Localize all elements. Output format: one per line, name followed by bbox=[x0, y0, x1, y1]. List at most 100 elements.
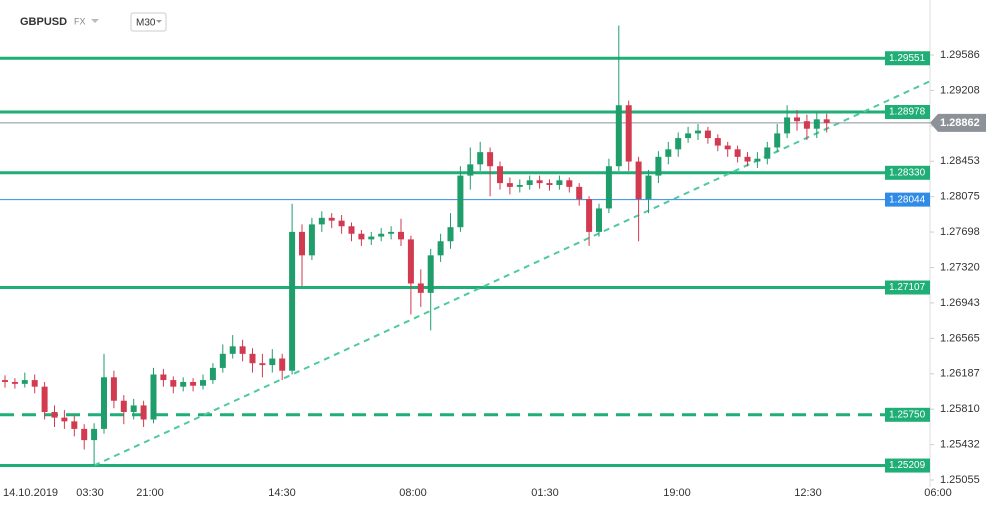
candle-body bbox=[665, 149, 672, 157]
symbol[interactable]: GBPUSD bbox=[20, 16, 67, 28]
candle-body bbox=[209, 367, 216, 381]
candle-body bbox=[378, 233, 385, 237]
y-tick-label: 1.25810 bbox=[940, 403, 980, 415]
candle-body bbox=[21, 380, 28, 384]
candle-body bbox=[655, 156, 662, 176]
candle-body bbox=[279, 358, 286, 371]
candle-body bbox=[526, 180, 533, 185]
level-label: 1.28044 bbox=[889, 194, 926, 205]
interval[interactable]: M30 bbox=[136, 18, 156, 29]
candle-body bbox=[586, 199, 593, 232]
level-label: 1.25209 bbox=[889, 460, 926, 471]
candle-body bbox=[259, 363, 266, 366]
candle-body bbox=[140, 405, 147, 420]
candle-body bbox=[437, 241, 444, 256]
level-label: 1.25750 bbox=[889, 409, 926, 420]
candle-body bbox=[407, 239, 414, 284]
x-tick-label: 01:30 bbox=[531, 487, 559, 499]
candle-body bbox=[576, 186, 583, 200]
candle-body bbox=[803, 121, 810, 129]
candle-body bbox=[596, 208, 602, 232]
candle-body bbox=[398, 231, 404, 240]
candle-body bbox=[823, 119, 830, 123]
level-label: 1.27107 bbox=[889, 282, 926, 293]
x-tick-label: 21:00 bbox=[136, 487, 164, 499]
candle-body bbox=[11, 381, 18, 384]
candle-body bbox=[645, 175, 652, 200]
x-tick-label: 08:00 bbox=[399, 487, 427, 499]
candle-body bbox=[41, 386, 48, 412]
y-tick-label: 1.26943 bbox=[940, 297, 980, 309]
y-tick-label: 1.28453 bbox=[940, 155, 980, 167]
interval-box[interactable] bbox=[130, 12, 167, 32]
level-tag bbox=[885, 51, 930, 66]
candle-body bbox=[784, 117, 791, 134]
y-tick-label: 1.26565 bbox=[940, 332, 980, 344]
candle-body bbox=[566, 180, 573, 187]
candle-body bbox=[229, 346, 236, 354]
candle-body bbox=[120, 400, 127, 412]
candle-body bbox=[704, 130, 711, 139]
level-tag bbox=[885, 407, 930, 422]
candle-body bbox=[289, 231, 296, 371]
candle-body bbox=[2, 380, 8, 382]
candle-body bbox=[239, 346, 246, 354]
y-tick-label: 1.25055 bbox=[940, 474, 980, 486]
candle-body bbox=[299, 231, 305, 256]
candle-body bbox=[101, 377, 107, 429]
candle-body bbox=[605, 166, 612, 209]
candle-body bbox=[368, 236, 375, 240]
candle-body bbox=[497, 166, 503, 184]
candle-body bbox=[467, 164, 474, 176]
candle-body bbox=[754, 158, 761, 162]
market-dropdown[interactable] bbox=[91, 19, 99, 23]
x-tick-label: 03:30 bbox=[76, 487, 104, 499]
candle-body bbox=[774, 133, 781, 148]
y-tick-label: 1.29586 bbox=[940, 49, 980, 61]
candle-body bbox=[546, 183, 553, 185]
candle-body bbox=[130, 405, 137, 412]
y-tick-label: 1.26187 bbox=[940, 368, 980, 380]
interval-dropdown[interactable] bbox=[156, 20, 162, 23]
y-tick-label: 1.29208 bbox=[940, 84, 980, 96]
candle-body bbox=[417, 283, 424, 293]
candle-body bbox=[338, 220, 345, 227]
level-label: 1.28978 bbox=[889, 107, 926, 118]
candle-body bbox=[91, 428, 98, 441]
candle-body bbox=[31, 380, 38, 387]
y-tick-label: 1.28075 bbox=[940, 191, 980, 203]
candle-body bbox=[61, 417, 68, 422]
y-tick-label: 1.25432 bbox=[940, 439, 980, 451]
candle-body bbox=[714, 138, 721, 146]
candle-body bbox=[695, 130, 701, 134]
last-price-tag bbox=[930, 113, 986, 132]
candle-body bbox=[685, 133, 692, 139]
level-tag bbox=[885, 458, 930, 473]
candle-body bbox=[328, 217, 335, 221]
last-price-label: 1.28862 bbox=[940, 117, 980, 129]
candle-body bbox=[506, 183, 513, 187]
x-tick-label: 12:30 bbox=[794, 487, 822, 499]
candle-body bbox=[813, 119, 820, 129]
candle-body bbox=[348, 226, 355, 234]
level-tag bbox=[885, 105, 930, 120]
x-tick-label: 14:30 bbox=[268, 487, 296, 499]
candle-body bbox=[615, 105, 622, 167]
candle-body bbox=[516, 184, 523, 187]
candle-body bbox=[219, 353, 226, 368]
candle-body bbox=[457, 175, 464, 228]
candle-body bbox=[724, 145, 731, 150]
x-tick-label: 14.10.2019 bbox=[3, 487, 58, 499]
candle-body bbox=[71, 421, 78, 429]
candle-body bbox=[625, 105, 632, 162]
candle-body bbox=[170, 380, 177, 387]
candle-body bbox=[160, 374, 167, 381]
y-tick-label: 1.27320 bbox=[940, 261, 980, 273]
candle-body bbox=[744, 156, 751, 162]
candle-body bbox=[734, 149, 741, 157]
level-label: 1.28330 bbox=[889, 167, 926, 178]
candle-body bbox=[487, 152, 494, 167]
